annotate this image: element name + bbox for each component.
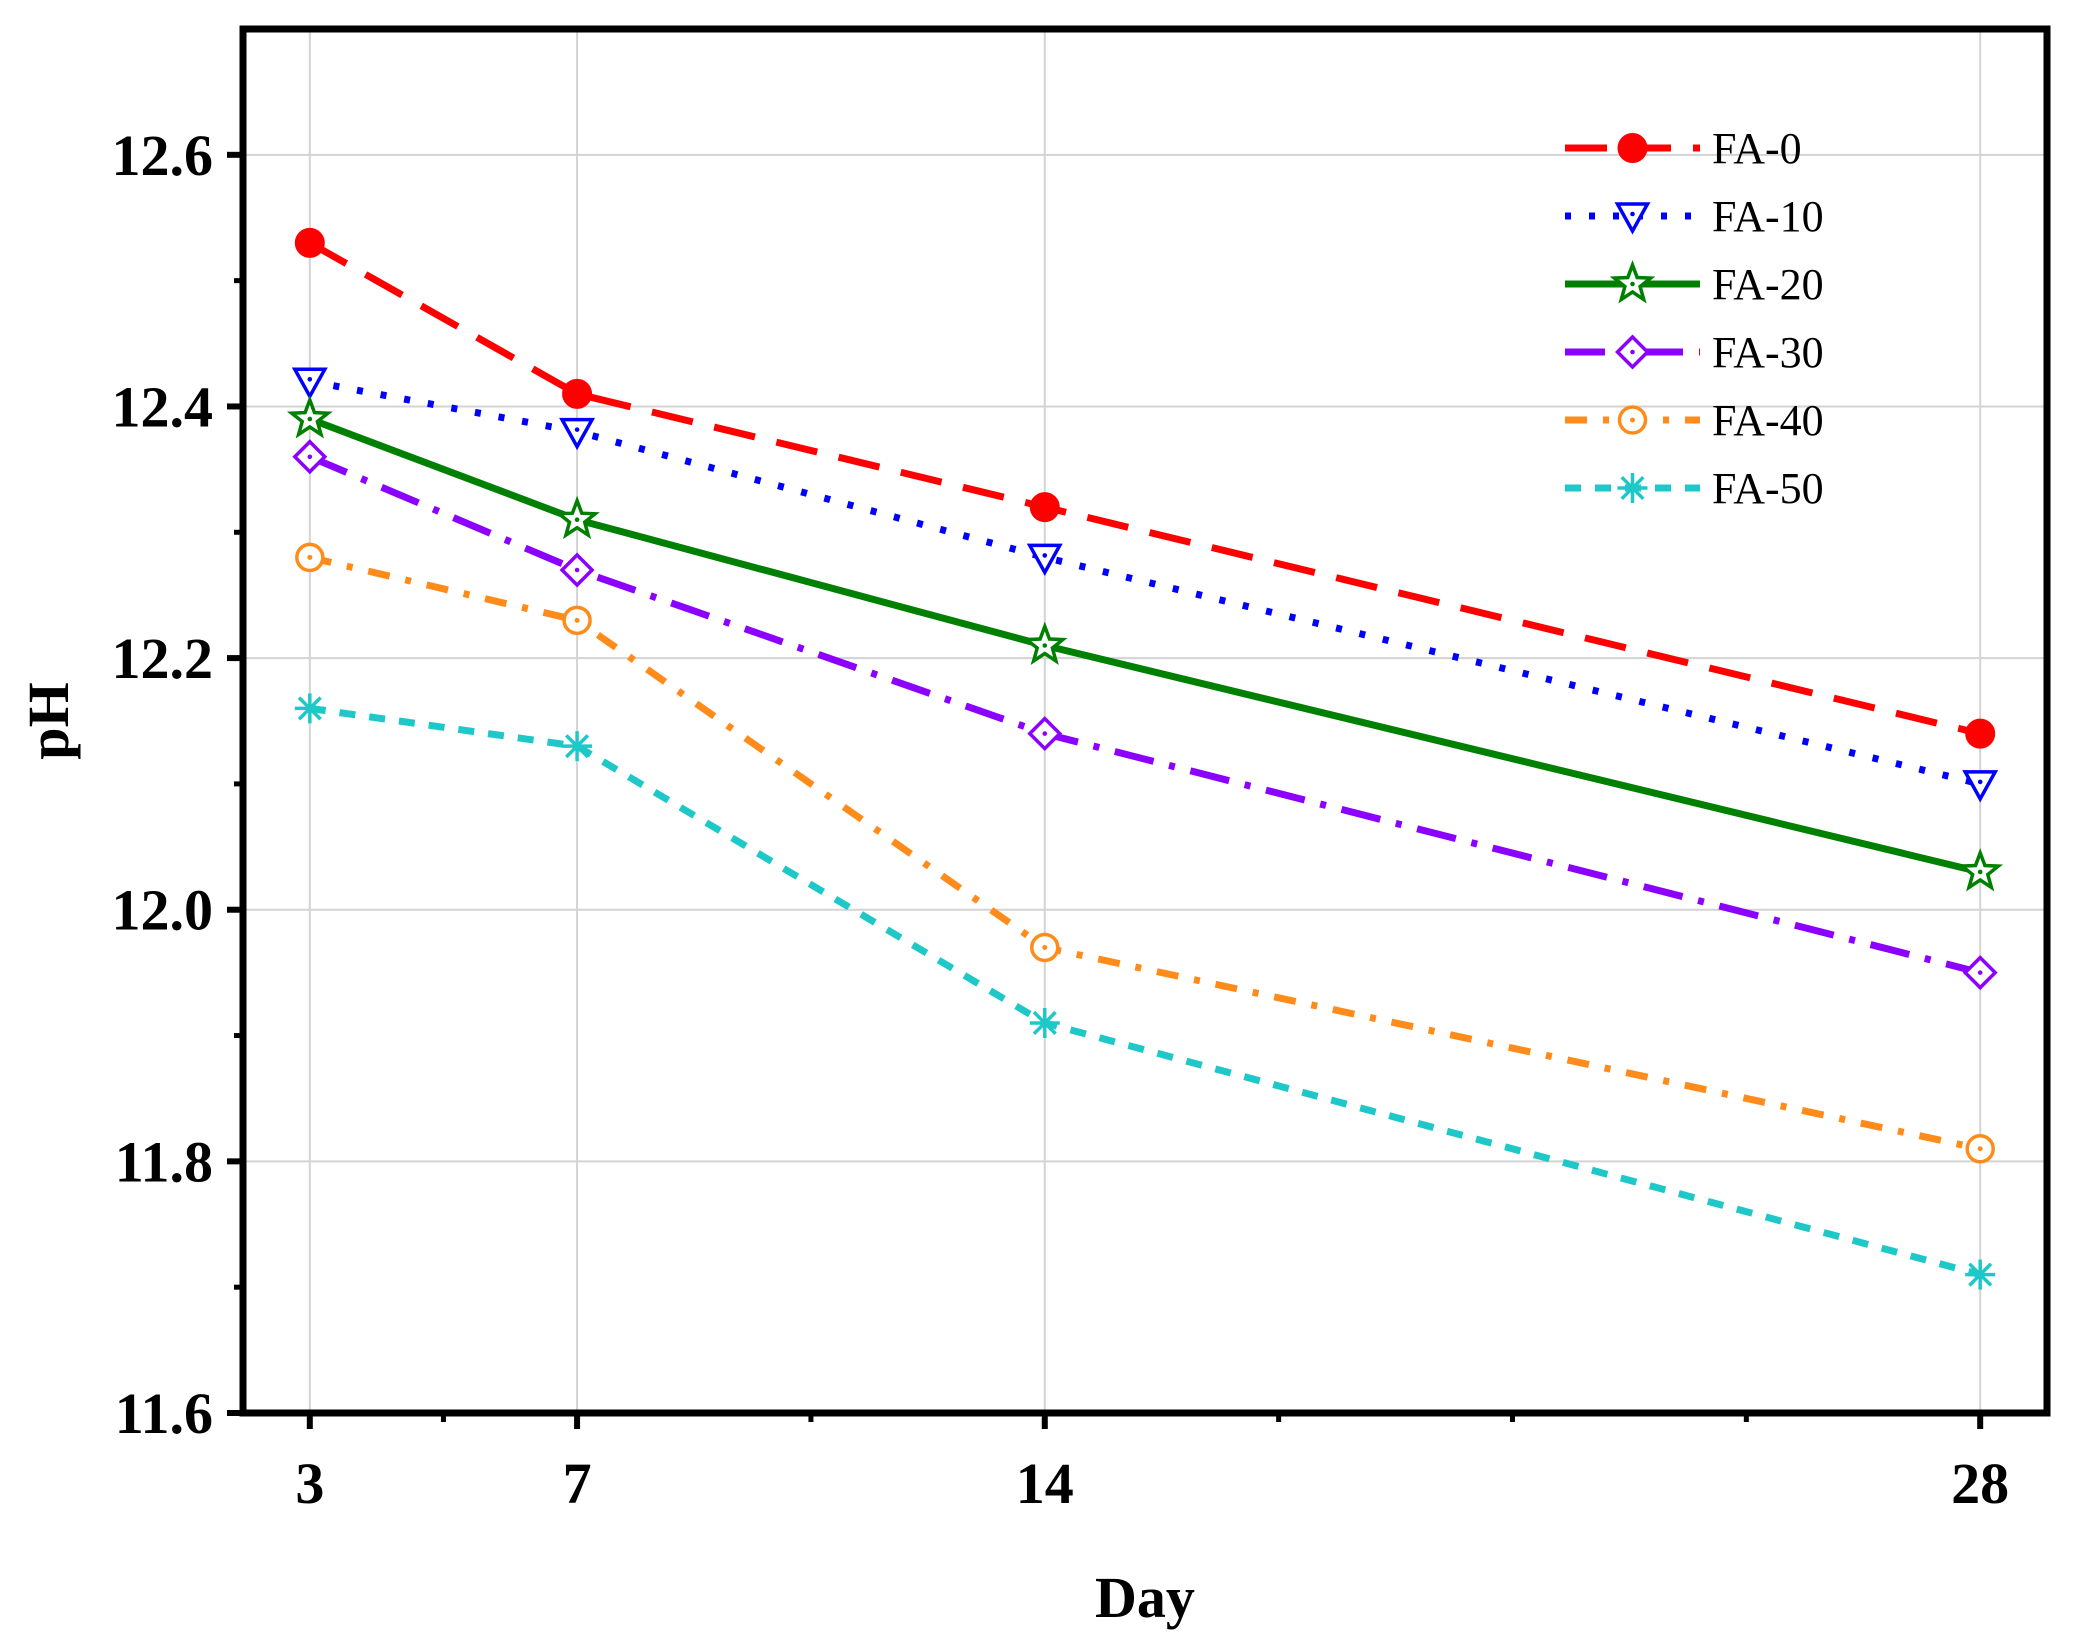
- circle-open-marker: [1965, 1134, 1995, 1164]
- y-tick-label: 12.2: [112, 626, 214, 691]
- series-line: [308, 239, 1982, 738]
- asterisk-marker: [1965, 1259, 1996, 1290]
- asterisk-marker: [1029, 1007, 1060, 1038]
- diamond-marker: [559, 552, 595, 588]
- y-tick-label: 12.6: [112, 123, 214, 188]
- triangle-down-marker: [1962, 770, 1999, 803]
- triangle-down-marker: [1614, 202, 1651, 235]
- x-tick-label: 7: [563, 1451, 592, 1516]
- x-tick-label: 28: [1951, 1451, 2009, 1516]
- series-lines: [286, 227, 2004, 1290]
- series-fa-0: [294, 227, 1996, 749]
- circle-marker: [1965, 718, 1996, 749]
- series-fa-30: [292, 439, 1998, 991]
- series-line: [308, 415, 1982, 876]
- legend-item-fa-50: FA-50: [1565, 464, 1824, 513]
- legend-label: FA-30: [1712, 328, 1824, 377]
- triangle-down-marker: [291, 367, 328, 400]
- axis-ticks: [227, 151, 1984, 1429]
- star-marker: [1957, 848, 2004, 892]
- legend-label: FA-40: [1712, 396, 1824, 445]
- y-tick-label: 12.4: [112, 374, 214, 439]
- legend-item-fa-10: FA-10: [1565, 192, 1824, 241]
- circle-marker: [1617, 133, 1648, 163]
- x-axis-title: Day: [1095, 1565, 1195, 1630]
- plot-frame: [239, 25, 2051, 1417]
- asterisk-marker: [562, 731, 593, 762]
- series-fa-10: [291, 367, 1999, 803]
- x-tick-label: 14: [1016, 1451, 1074, 1516]
- asterisk-marker: [294, 693, 325, 724]
- series-fa-20: [286, 394, 2004, 892]
- legend-item-fa-20: FA-20: [1565, 260, 1824, 309]
- legend: FA-0 FA-10 FA-20 FA-30 FA-40 FA-50: [1565, 124, 1824, 513]
- circle-open-marker: [295, 542, 325, 573]
- star-marker: [286, 394, 333, 439]
- diamond-marker: [292, 439, 328, 475]
- circle-open-marker: [562, 605, 592, 636]
- series-line: [309, 704, 1982, 1278]
- star-marker: [1021, 621, 1068, 665]
- asterisk-marker: [1617, 473, 1648, 503]
- legend-label: FA-50: [1712, 464, 1824, 513]
- circle-open-marker: [1617, 405, 1648, 435]
- y-tick-label: 11.8: [115, 1129, 213, 1194]
- y-axis-title: pH: [16, 682, 81, 759]
- y-tick-label: 12.0: [112, 878, 214, 943]
- y-tick-label: 11.6: [115, 1381, 213, 1446]
- diamond-marker: [1027, 716, 1063, 752]
- circle-marker: [294, 227, 325, 258]
- legend-label: FA-10: [1712, 192, 1824, 241]
- triangle-down-marker: [1026, 543, 1063, 577]
- triangle-down-marker: [559, 417, 596, 451]
- legend-label: FA-0: [1712, 124, 1802, 173]
- x-tick-label: 3: [295, 1451, 324, 1516]
- series-fa-50: [294, 693, 1996, 1290]
- series-line: [308, 453, 1982, 976]
- circle-marker: [562, 378, 593, 409]
- legend-item-fa-30: FA-30: [1565, 328, 1824, 377]
- star-marker: [554, 495, 600, 540]
- circle-marker: [1029, 492, 1060, 523]
- series-line: [308, 553, 1981, 1153]
- diamond-marker: [1962, 955, 1998, 991]
- legend-item-fa-40: FA-40: [1565, 396, 1824, 445]
- series-fa-40: [295, 542, 1995, 1164]
- star-marker: [1609, 260, 1656, 304]
- tick-labels: 11.6 11.8 12.0 12.2 12.4 12.6 3 7 14 28: [112, 123, 2010, 1516]
- legend-label: FA-20: [1712, 260, 1824, 309]
- circle-open-marker: [1030, 932, 1060, 963]
- diamond-marker: [1615, 334, 1650, 370]
- legend-item-fa-0: FA-0: [1565, 124, 1802, 173]
